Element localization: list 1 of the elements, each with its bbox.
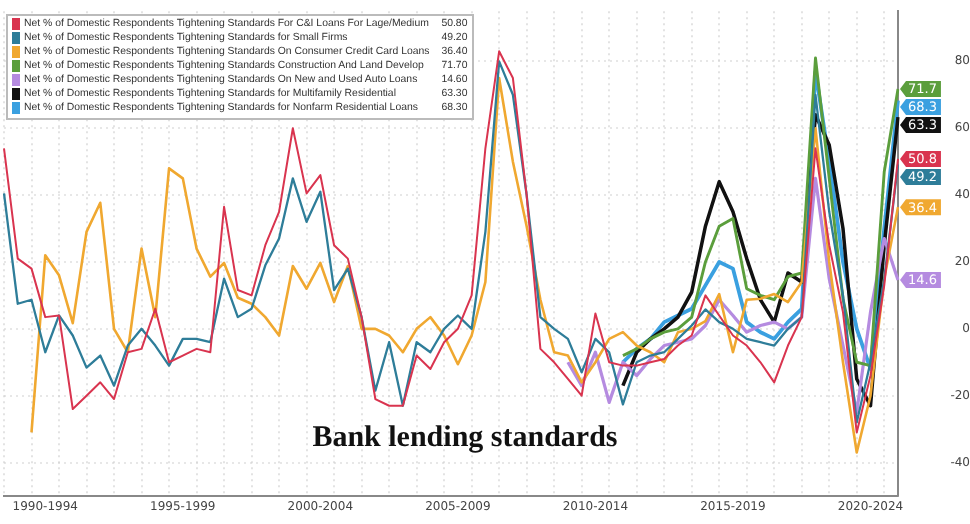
text: Bank lending standards xyxy=(312,422,618,456)
